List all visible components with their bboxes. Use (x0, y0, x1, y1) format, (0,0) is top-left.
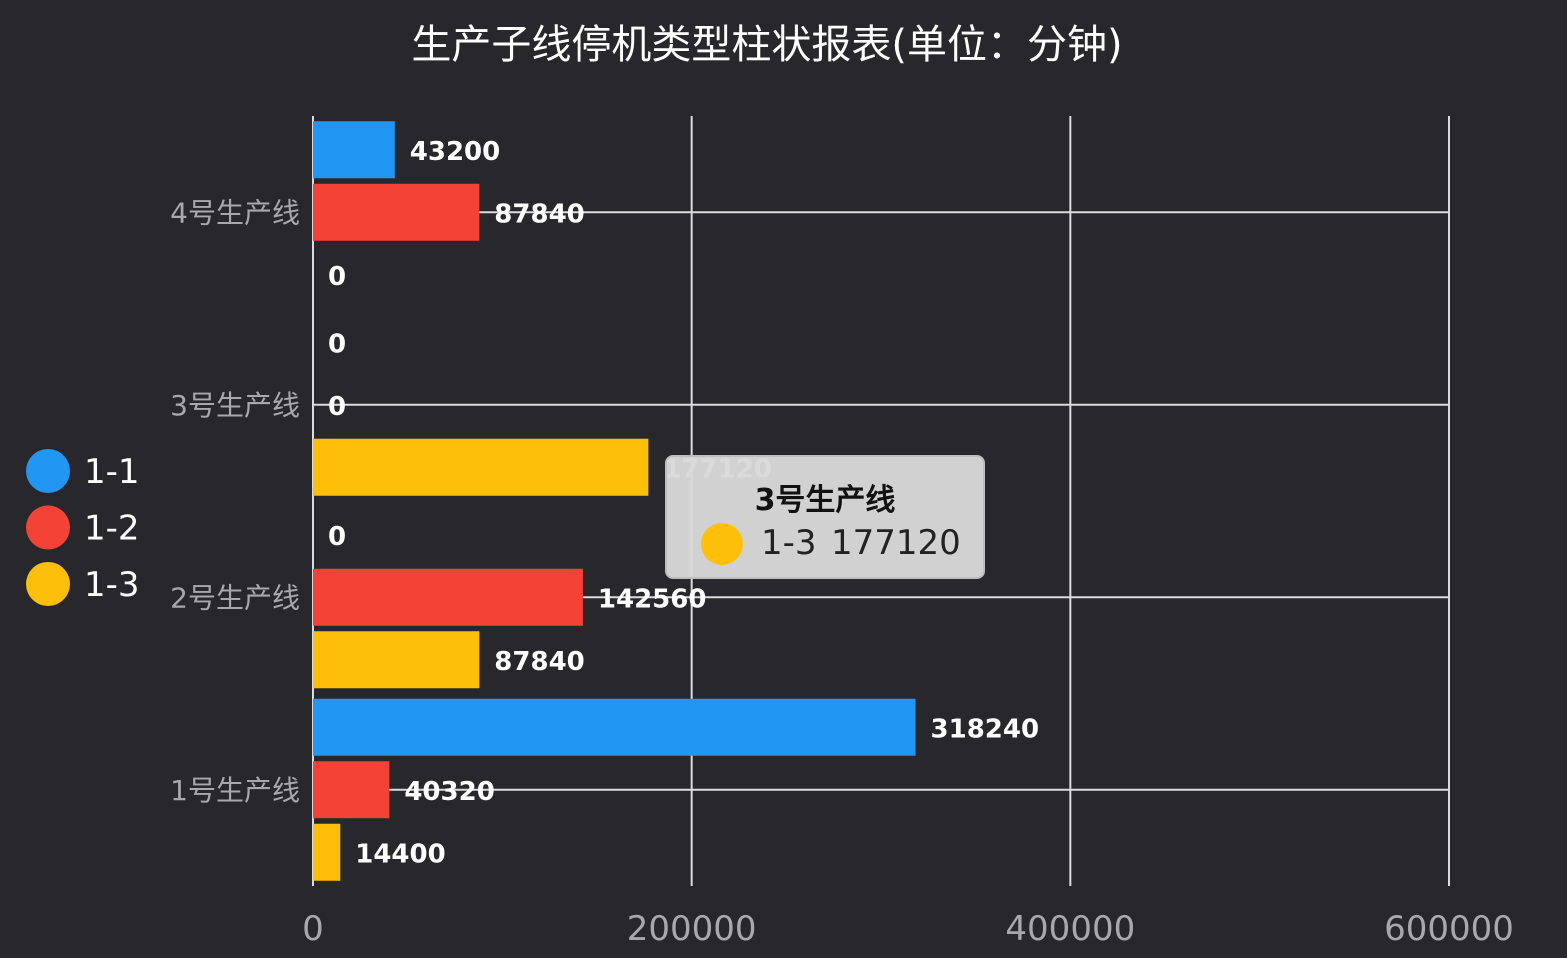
bar-value-label: 43200 (410, 137, 500, 167)
legend-label: 1-3 (84, 565, 140, 605)
bar-value-label: 14400 (355, 839, 445, 869)
bar-value-label: 40320 (404, 777, 494, 807)
bar-value-label: 87840 (494, 199, 584, 229)
x-axis-tick-label: 400000 (1005, 909, 1135, 949)
chart-title: 生产子线停机类型柱状报表(单位：分钟) (411, 22, 1122, 68)
bar-value-label: 0 (328, 262, 346, 292)
bar[interactable] (313, 438, 649, 496)
bar[interactable] (313, 698, 916, 756)
bar-value-label: 142560 (598, 584, 707, 614)
y-axis-category-label: 4号生产线 (170, 196, 300, 229)
tooltip-value: 177120 (831, 523, 961, 563)
bar[interactable] (313, 183, 480, 241)
bar-value-label: 0 (328, 329, 346, 359)
legend-item[interactable]: 1-1 (26, 449, 140, 493)
x-axis-tick-labels: 0 200000 400000 600000 (302, 909, 1514, 949)
tooltip-series-dot-icon (701, 523, 743, 565)
bar[interactable] (313, 121, 395, 179)
x-axis-tick-label: 600000 (1384, 909, 1514, 949)
bar-value-label: 318240 (931, 714, 1040, 744)
legend-label: 1-2 (84, 509, 140, 549)
tooltip-series-name: 1-3 (761, 523, 817, 563)
tooltip: 3号生产线 1-3 177120 (665, 455, 985, 579)
category-labels-group: 1号生产线 2号生产线 3号生产线 4号生产线 (170, 196, 300, 807)
bar[interactable] (313, 761, 390, 819)
y-axis-category-label: 1号生产线 (170, 774, 300, 807)
legend-item[interactable]: 1-3 (26, 562, 140, 606)
bar-value-label: 0 (328, 392, 346, 422)
y-axis-category-label: 2号生产线 (170, 581, 300, 614)
legend-label: 1-1 (84, 452, 140, 492)
bar[interactable] (313, 568, 583, 626)
tooltip-title: 3号生产线 (754, 483, 896, 518)
legend-marker-icon (26, 562, 70, 606)
bar-value-label: 0 (328, 522, 346, 552)
bars-group (313, 121, 916, 881)
bar[interactable] (313, 631, 480, 689)
bar-value-label: 87840 (494, 647, 584, 677)
legend-marker-icon (26, 505, 70, 550)
x-axis-tick-label: 200000 (627, 909, 757, 949)
legend-marker-icon (26, 449, 70, 493)
legend-item[interactable]: 1-2 (26, 505, 140, 550)
bar[interactable] (313, 823, 341, 881)
x-axis-tick-label: 0 (302, 909, 324, 949)
legend[interactable]: 1-1 1-2 1-3 (26, 449, 140, 606)
y-axis-category-label: 3号生产线 (170, 389, 300, 422)
